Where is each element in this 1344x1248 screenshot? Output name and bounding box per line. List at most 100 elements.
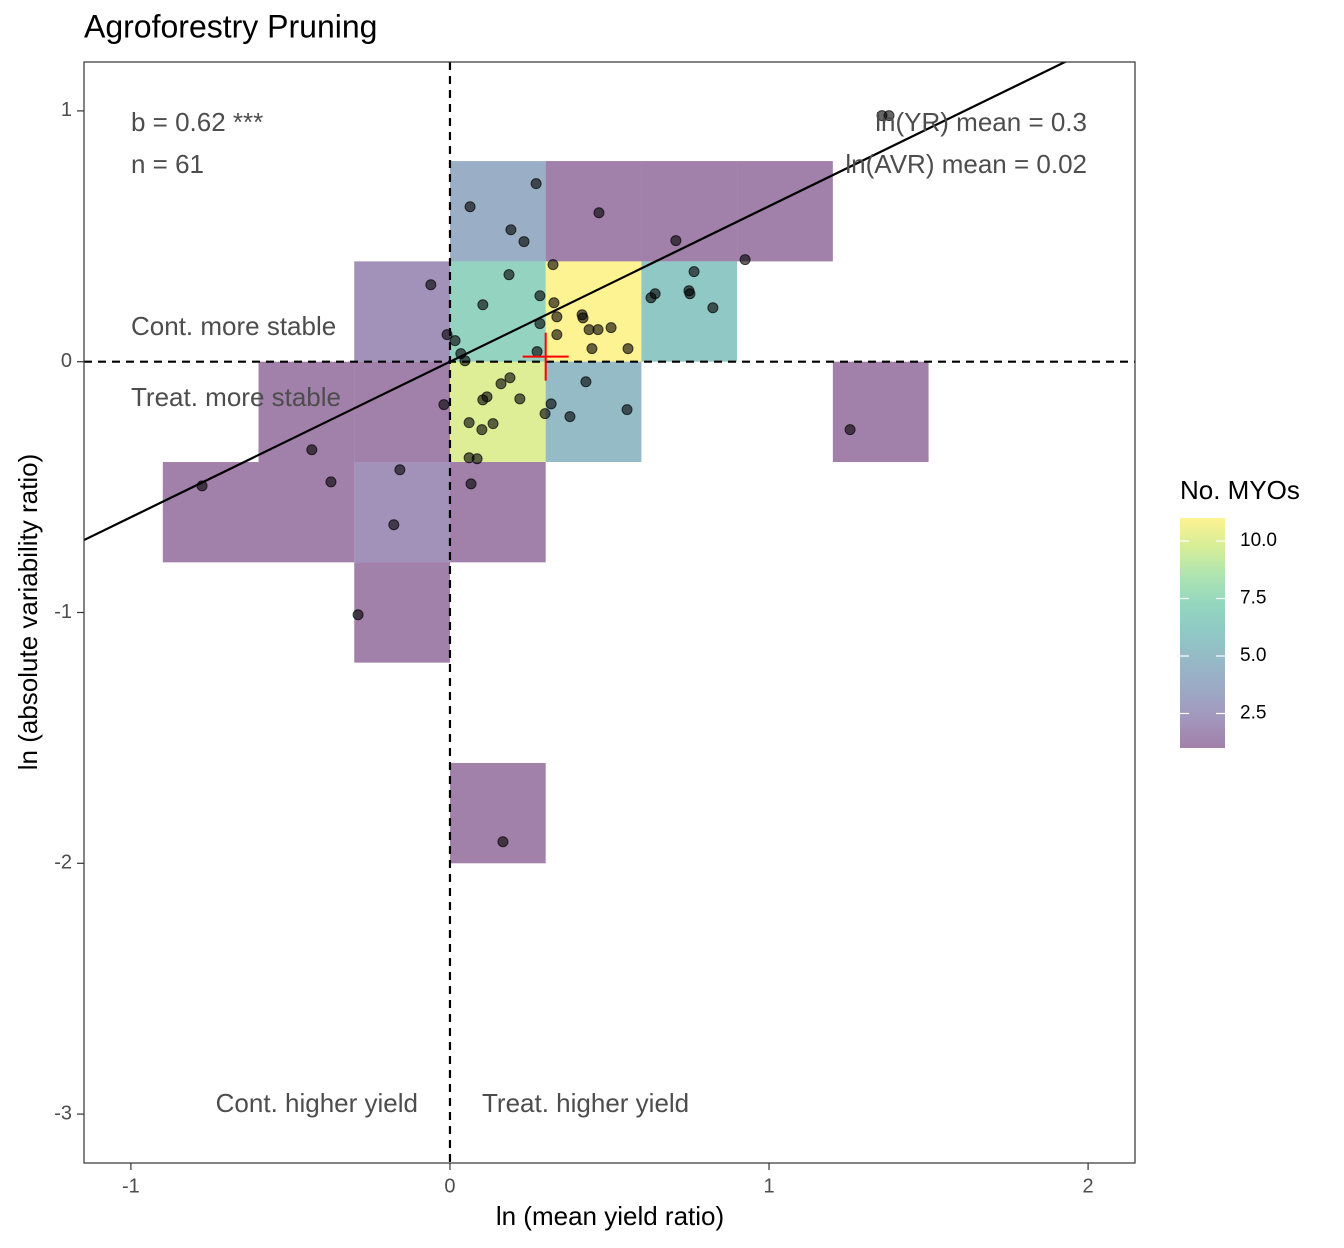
legend-title: No. MYOs <box>1180 475 1300 505</box>
data-point <box>605 322 617 334</box>
data-point <box>441 329 453 341</box>
chart-title: Agroforestry Pruning <box>84 8 377 44</box>
data-point <box>547 259 559 271</box>
data-point <box>459 355 471 367</box>
data-point <box>503 269 515 281</box>
bin-tile <box>162 462 259 563</box>
data-point <box>739 254 751 266</box>
annotation: Treat. higher yield <box>482 1088 689 1118</box>
data-point <box>586 343 598 355</box>
data-point <box>551 329 563 341</box>
colorbar <box>1180 518 1225 748</box>
bin-tile <box>545 161 642 262</box>
bin-tile <box>354 361 450 463</box>
axes: -1 0 1 2 1 0 -1 -2 -3 <box>54 99 1093 1197</box>
colorbar-label: 5.0 <box>1240 645 1266 666</box>
data-point <box>504 372 516 384</box>
data-point <box>707 302 719 314</box>
bin-tile <box>354 562 450 663</box>
bin-tile <box>449 462 546 563</box>
data-point <box>514 393 526 405</box>
data-point <box>534 318 546 330</box>
data-point <box>530 178 542 190</box>
data-point <box>497 836 509 848</box>
annotation: ln(AVR) mean = 0.02 <box>845 149 1087 179</box>
data-point <box>425 279 437 291</box>
tiles <box>162 161 929 864</box>
data-point <box>471 453 483 465</box>
data-point <box>463 417 475 429</box>
x-axis-label: ln (mean yield ratio) <box>496 1201 724 1231</box>
data-point <box>670 235 682 247</box>
data-point <box>438 399 450 411</box>
data-point <box>688 266 700 278</box>
colorbar-label: 7.5 <box>1240 588 1266 609</box>
data-point <box>548 297 560 309</box>
bin-tile <box>641 261 738 362</box>
annotations: b = 0.62 *** n = 61 ln(YR) mean = 0.3 ln(AV… <box>131 107 1087 1118</box>
trend-line <box>84 62 1068 542</box>
data-point <box>622 343 634 355</box>
data-point <box>534 290 546 302</box>
annotation: ln(YR) mean = 0.3 <box>875 107 1087 137</box>
data-point <box>449 335 461 347</box>
bin-tile <box>641 161 738 262</box>
data-point <box>388 519 400 531</box>
data-point <box>580 376 592 388</box>
data-point <box>306 444 318 456</box>
annotation: Cont. more stable <box>131 311 336 341</box>
data-point <box>481 391 493 403</box>
bin-tile <box>449 261 546 362</box>
data-point <box>394 464 406 476</box>
x-tick-label: -1 <box>122 1175 140 1197</box>
data-point <box>684 288 696 300</box>
annotation: b = 0.62 *** <box>131 107 263 137</box>
data-point <box>564 411 576 423</box>
data-point <box>649 288 661 300</box>
data-point <box>464 201 476 213</box>
data-point <box>465 478 477 490</box>
bin-tile <box>449 161 546 262</box>
data-point <box>487 418 499 430</box>
data-point <box>551 311 563 323</box>
data-point <box>539 408 551 420</box>
data-point <box>577 312 589 324</box>
data-point <box>592 324 604 336</box>
data-point <box>495 378 507 390</box>
y-tick-label: 0 <box>61 350 72 372</box>
panel-border <box>83 61 1136 1164</box>
bin-tile <box>449 361 546 463</box>
bin-tile <box>258 361 355 463</box>
bin-tile <box>737 161 833 262</box>
data-point <box>325 476 337 488</box>
data-point <box>844 424 856 436</box>
annotation: n = 61 <box>131 149 204 179</box>
y-tick-label: 1 <box>61 99 72 121</box>
bin-tile <box>354 261 450 362</box>
bin-tile <box>258 462 355 563</box>
data-point <box>196 480 208 492</box>
data-point <box>518 236 530 248</box>
y-axis-label: ln (absolute variability ratio) <box>13 454 43 770</box>
x-tick-label: 0 <box>444 1175 455 1197</box>
lines <box>84 62 1135 1163</box>
data-point <box>477 299 489 311</box>
bin-tile <box>449 762 546 864</box>
data-point <box>352 609 364 621</box>
x-tick-label: 2 <box>1083 1175 1094 1197</box>
y-tick-label: -3 <box>54 1102 72 1124</box>
annotation: Treat. more stable <box>131 382 341 412</box>
colorbar-label: 10.0 <box>1240 530 1277 551</box>
data-point <box>621 404 633 416</box>
data-point <box>883 110 895 122</box>
bin-tile <box>832 361 929 463</box>
x-tick-label: 1 <box>763 1175 774 1197</box>
points <box>196 110 895 848</box>
annotation: Cont. higher yield <box>216 1088 418 1118</box>
data-point <box>505 224 517 236</box>
y-tick-label: -1 <box>54 601 72 623</box>
bin-tile <box>354 462 450 563</box>
y-tick-label: -2 <box>54 852 72 874</box>
data-point <box>531 346 543 358</box>
